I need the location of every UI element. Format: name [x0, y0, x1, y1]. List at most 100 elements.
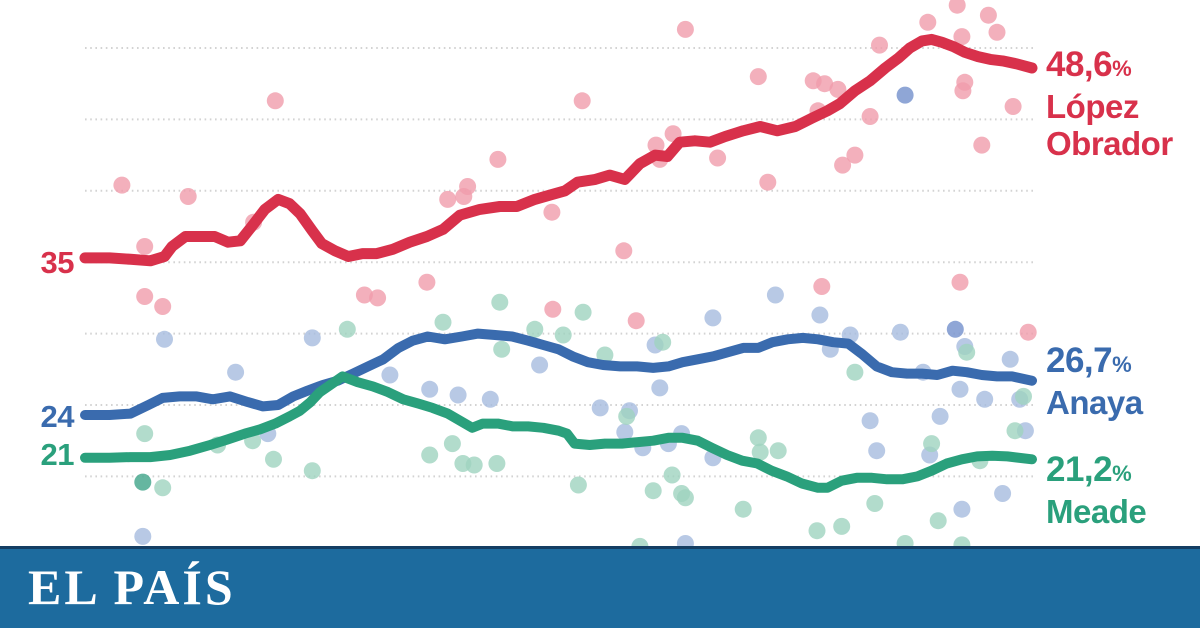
poll-dot [615, 242, 633, 260]
poll-dot [574, 303, 592, 321]
trend-line [80, 371, 1037, 493]
axis-start-label-anaya: 24 [40, 399, 75, 434]
poll-dot [554, 326, 572, 344]
poll-dot [573, 92, 591, 110]
poll-dot [136, 288, 154, 305]
poll-dot [179, 188, 197, 205]
poll-dot [834, 156, 852, 174]
poll-dot [569, 476, 587, 494]
poll-dot [948, 0, 966, 14]
poll-dot [973, 136, 991, 154]
axis-start-label-meade: 21 [40, 437, 75, 472]
elpais-logo: EL PAÍS [28, 558, 236, 615]
poll-dot [951, 380, 969, 398]
poll-dot [591, 399, 609, 417]
poll-dot-dark [946, 320, 964, 338]
poll-dot [994, 485, 1012, 502]
poll-dot [489, 150, 507, 168]
meade-name: Meade [1046, 493, 1147, 530]
poll-dot [749, 68, 767, 86]
end-label-anaya: 26,7% Anaya [1046, 341, 1143, 422]
poll-dot [303, 329, 321, 347]
poll-dot [896, 535, 914, 546]
poll-dot [766, 286, 784, 304]
anaya-percentage: 26,7% [1046, 341, 1132, 380]
poll-dot [154, 298, 172, 315]
end-label-meade: 21,2% Meade [1046, 451, 1147, 531]
poll-dot [227, 363, 245, 381]
percent-sign: % [1112, 56, 1132, 81]
poll-dot [749, 429, 767, 447]
poll-dot [676, 535, 694, 546]
poll-dot [488, 455, 506, 472]
poll-dot [816, 75, 834, 93]
poll-dot [813, 278, 831, 295]
poll-dot [531, 356, 549, 374]
poll-dot [421, 446, 439, 464]
poll-dot [459, 178, 477, 195]
poll-dot [443, 435, 461, 453]
poll-dot-dark [896, 86, 914, 104]
poll-dot [596, 346, 614, 364]
poll-dot [651, 379, 669, 397]
poll-trend-chart [79, 0, 1038, 546]
trend-line [79, 33, 1038, 267]
trend-line [80, 328, 1037, 420]
poll-dot [676, 20, 694, 38]
poll-dot [154, 479, 172, 497]
poll-dot [1001, 350, 1019, 368]
poll-dot [381, 366, 399, 384]
poll-dot [543, 203, 561, 221]
poll-dot [493, 340, 511, 358]
poll-dot [979, 6, 997, 24]
poll-dot [1015, 387, 1032, 405]
poll-dot [616, 423, 634, 441]
poll-dot [526, 320, 544, 338]
poll-dot [759, 173, 777, 191]
poll-dot [1006, 422, 1024, 440]
poll-dot [544, 300, 562, 318]
poll-dot [1019, 323, 1037, 341]
poll-dot [929, 512, 947, 530]
poll-dot [868, 442, 886, 460]
poll-dot [953, 28, 971, 46]
poll-dot [265, 450, 282, 468]
poll-dot [663, 466, 681, 484]
poll-dot [988, 23, 1006, 41]
poll-dot [923, 435, 941, 453]
poll-dot [866, 495, 884, 512]
poll-dot [808, 522, 826, 540]
poll-dot [418, 273, 436, 291]
poll-dot [113, 176, 131, 194]
poll-dot [647, 136, 665, 154]
percent-sign: % [1112, 461, 1132, 486]
lopez-name-line2: Obrador [1046, 125, 1173, 162]
poll-dot [829, 80, 847, 98]
poll-dot [953, 500, 971, 518]
poll-dot [846, 363, 864, 381]
poll-dot [449, 386, 467, 404]
end-label-lopez-obrador: 48,6% López Obrador [1046, 45, 1173, 163]
poll-dot [631, 537, 649, 546]
lopez-name-line1: López [1046, 88, 1139, 125]
poll-dot [861, 108, 879, 125]
poll-dot [654, 333, 672, 351]
poll-dot [734, 500, 752, 518]
poll-dot [338, 320, 356, 338]
poll-dot [434, 313, 452, 331]
poll-dot [704, 309, 722, 327]
footer-bar: EL PAÍS [0, 546, 1200, 628]
percent-sign: % [1112, 352, 1132, 377]
poll-dot [481, 390, 499, 408]
poll-dot [833, 517, 851, 535]
poll-dot [891, 323, 909, 341]
poll-dot [953, 536, 971, 546]
poll-dot [751, 443, 769, 461]
lopez-percentage: 48,6% [1046, 45, 1132, 84]
axis-start-label-lopez: 35 [40, 245, 75, 280]
poll-dot [958, 343, 976, 361]
poll-dot [439, 190, 457, 208]
poll-dot [846, 146, 864, 164]
poll-dot [355, 286, 373, 304]
